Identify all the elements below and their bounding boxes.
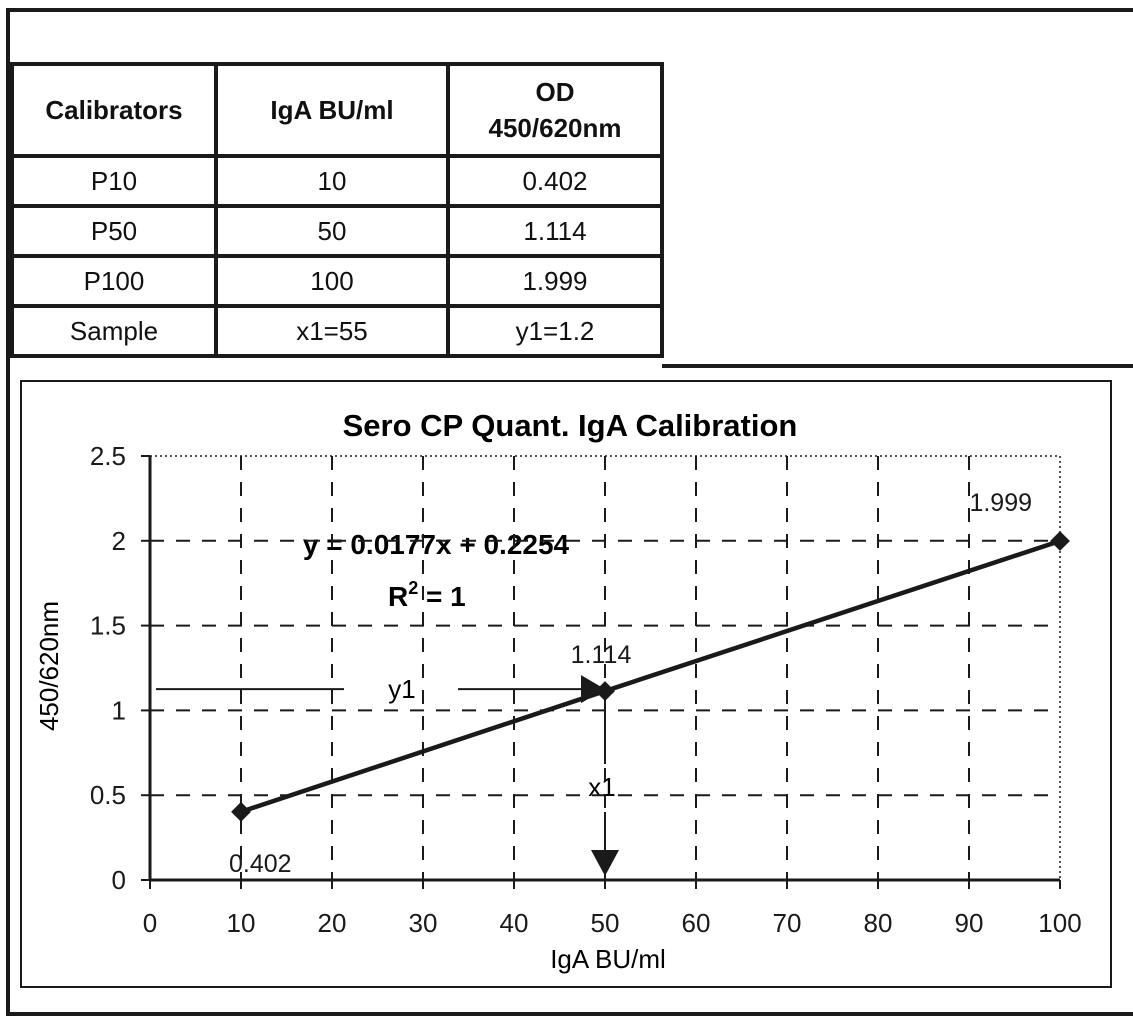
data-point bbox=[231, 801, 251, 822]
r-squared-annotation: R2 = 1 bbox=[388, 578, 466, 612]
table-cell: P100 bbox=[10, 254, 218, 308]
x-tick-label: 70 bbox=[773, 908, 802, 938]
y-axis-label: 450/620nm bbox=[34, 601, 64, 731]
y1-marker-label: y1 bbox=[388, 674, 415, 704]
x1-marker-label: x1 bbox=[588, 772, 615, 802]
y-tick-label: 2 bbox=[112, 526, 126, 556]
table-cell: x1=55 bbox=[214, 304, 450, 358]
col-header-calibrators: Calibrators bbox=[10, 62, 218, 158]
table-cell: 50 bbox=[214, 204, 450, 258]
table-cell: y1=1.2 bbox=[446, 304, 664, 358]
table-cell: 100 bbox=[214, 254, 450, 308]
table-cell: 0.402 bbox=[446, 154, 664, 208]
col-header-od: OD 450/620nm bbox=[446, 62, 664, 158]
x-tick-label: 90 bbox=[955, 908, 984, 938]
series-line bbox=[240, 538, 1061, 814]
y-tick-label: 0.5 bbox=[90, 780, 126, 810]
x-tick-label: 30 bbox=[409, 908, 438, 938]
x1-arrow-head bbox=[591, 850, 619, 876]
y1-arrow-head bbox=[581, 675, 605, 704]
table-row: P10 10 0.402 bbox=[10, 154, 664, 208]
data-label: 0.402 bbox=[229, 850, 292, 878]
col-header-od-line1: OD bbox=[535, 77, 575, 107]
y-tick-label: 0 bbox=[112, 865, 126, 895]
table-cell: Sample bbox=[10, 304, 218, 358]
table-cell: P50 bbox=[10, 204, 218, 258]
col-header-od-line2: 450/620nm bbox=[488, 113, 622, 143]
table-row: P50 50 1.114 bbox=[10, 204, 664, 258]
table-cell: 1.999 bbox=[446, 254, 664, 308]
y-tick-label: 2.5 bbox=[90, 441, 126, 471]
table-header-row: Calibrators IgA BU/ml OD 450/620nm bbox=[10, 62, 664, 158]
x-tick-label: 0 bbox=[143, 908, 157, 938]
data-point bbox=[595, 681, 615, 701]
x-tick-label: 80 bbox=[864, 908, 893, 938]
x-tick-label: 50 bbox=[591, 908, 620, 938]
table-cell: 1.114 bbox=[446, 204, 664, 258]
page-frame bbox=[6, 8, 1133, 1016]
data-label: 1.999 bbox=[969, 489, 1032, 517]
equation-annotation: y = 0.0177x + 0.2254 bbox=[303, 529, 570, 560]
x-tick-label: 40 bbox=[500, 908, 529, 938]
col-header-iga: IgA BU/ml bbox=[214, 62, 450, 158]
table-cell: P10 bbox=[10, 154, 218, 208]
table-row: P100 100 1.999 bbox=[10, 254, 664, 308]
data-point bbox=[1050, 531, 1070, 551]
x-tick-label: 100 bbox=[1038, 908, 1081, 938]
table-row: Sample x1=55 y1=1.2 bbox=[10, 304, 664, 358]
calibrators-table: Calibrators IgA BU/ml OD 450/620nm P10 1… bbox=[10, 62, 664, 358]
y-tick-label: 1.5 bbox=[90, 611, 126, 641]
data-label: 1.114 bbox=[571, 641, 632, 669]
section-divider bbox=[662, 364, 1133, 368]
x-tick-label: 10 bbox=[227, 908, 256, 938]
table-cell: 10 bbox=[214, 154, 450, 208]
chart-title: Sero CP Quant. IgA Calibration bbox=[343, 408, 798, 443]
y-tick-label: 1 bbox=[112, 695, 126, 725]
x-tick-label: 20 bbox=[318, 908, 347, 938]
chart-border bbox=[20, 380, 1112, 988]
x-axis-label: IgA BU/ml bbox=[550, 944, 666, 974]
x-tick-label: 60 bbox=[682, 908, 711, 938]
